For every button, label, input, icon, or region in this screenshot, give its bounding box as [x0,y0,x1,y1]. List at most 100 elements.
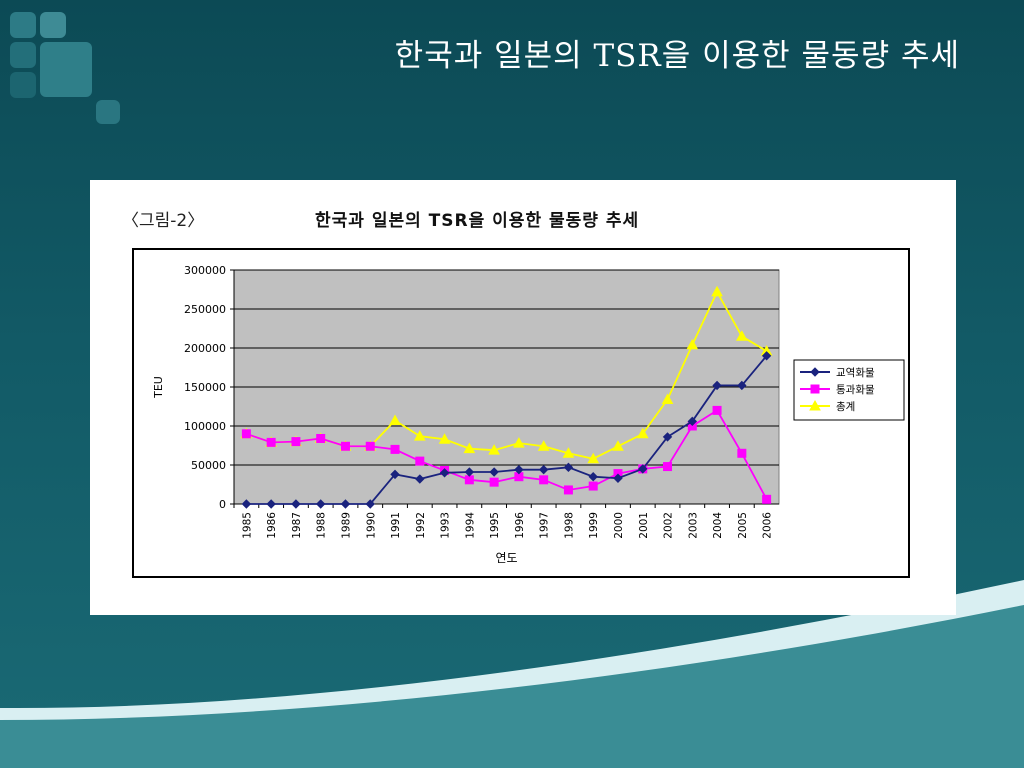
series-3-point [661,393,674,404]
series-1-point [241,499,252,509]
series-2-point [464,475,474,485]
decor-square-3 [10,42,36,68]
x-tick-label: 1985 [241,512,253,539]
x-tick-label: 2002 [663,512,675,539]
series-1-point [340,499,351,509]
x-tick-label: 1995 [489,512,501,539]
series-2-point [266,437,276,447]
x-tick-label: 2006 [762,512,774,539]
series-1-point [687,416,698,427]
bottom-wave [0,580,1024,768]
x-tick-label: 1988 [316,512,328,539]
series-2-point [489,477,499,487]
x-tick-label: 2000 [613,512,625,539]
series-1-point [613,473,623,483]
series-2-point [291,437,301,447]
figure-title: 한국과 일본의 TSR을 이용한 물동량 추세 [315,211,640,231]
x-tick-label: 1991 [390,512,402,539]
decor-square-2 [40,12,66,38]
series-3-point [488,444,500,455]
series-3-point [513,437,525,448]
series-3-point [711,285,723,297]
series-1-point [291,499,301,509]
series-1-point [563,462,574,473]
legend-marker [810,367,820,377]
x-tick-label: 1987 [291,512,303,539]
line-chart: 0 50000 100000 150000 200000 250000 300000 1985… [152,264,905,565]
y-tick-label: 100000 [184,420,226,433]
series-2-point [663,462,673,472]
series-1-point [464,467,475,477]
series-1-point [662,432,673,442]
x-tick-label: 1998 [563,512,575,539]
y-tick-label: 150000 [184,381,226,394]
x-tick-label: 2003 [687,512,699,539]
figure-label: 〈그림-2〉 [122,211,205,231]
series-1-point [315,499,326,509]
series-2-point [563,485,573,495]
y-tick-label: 200000 [184,342,226,355]
x-tick-label: 1992 [415,512,427,539]
x-tick-label: 1989 [340,512,352,539]
legend-label: 교역화물 [836,367,875,379]
series-1-point [365,499,375,509]
x-tick-label: 1997 [539,512,551,539]
series-3-point [537,440,550,451]
series-1-point [638,464,648,474]
legend-marker [810,384,820,394]
series-1-point [538,464,549,475]
series-3-point [413,430,426,441]
y-axis-label: TEU [152,376,165,399]
series-1-point [390,469,400,480]
series-1-point [588,471,598,482]
series-3-point [438,433,451,444]
x-tick-label: 1994 [464,512,476,539]
chart-frame: 0 50000 100000 150000 200000 250000 300000 1985… [132,248,910,578]
series-2-point [316,433,326,443]
series-1-point [415,474,425,484]
series-line-2 [246,409,768,500]
series-1-point [712,380,722,391]
series-3-point [612,440,624,451]
x-tick-label: 1999 [588,512,600,539]
x-tick-label: 2001 [638,512,650,539]
series-1-point [761,351,772,361]
y-tick-label: 300000 [184,264,226,277]
decor-square-6 [96,100,120,124]
series-1-point [489,467,499,477]
legend-marker [809,399,821,411]
figure-card: 〈그림-2〉 한국과 일본의 TSR을 이용한 물동량 추세 0 50000 100… [90,180,956,615]
x-tick-label: 1990 [365,512,377,539]
series-line-1 [246,355,768,505]
series-1-point [514,464,524,475]
y-tick-label: 250000 [184,303,226,316]
series-1-point [266,499,276,509]
series-2-point [712,405,722,415]
decor-square-5 [10,72,36,98]
series-2-point [762,494,772,504]
series-2-point [390,444,400,454]
decor-square-1 [10,12,36,38]
series-3-point [562,447,575,458]
series-3-point [636,427,649,439]
legend-label: 통과화물 [836,384,875,396]
series-3-point [463,442,476,454]
x-tick-label: 2004 [712,512,724,539]
series-1-point [737,380,747,391]
y-tick-label: 50000 [191,459,226,472]
series-3-point [735,330,748,341]
series-2-point [539,475,549,485]
series-2-point [365,441,375,451]
x-tick-label: 1993 [440,512,452,539]
series-3-point [587,452,600,464]
x-tick-label: 1986 [266,512,278,539]
series-2-point [737,448,747,458]
legend-label: 총계 [836,401,855,413]
x-axis-label: 연도 [495,551,517,565]
series-3-point [389,414,401,426]
decor-square-4 [40,42,92,97]
series-3-point [686,338,699,350]
y-tick-label: 0 [219,498,226,511]
series-2-point [415,456,425,466]
x-tick-label: 2005 [737,512,749,539]
